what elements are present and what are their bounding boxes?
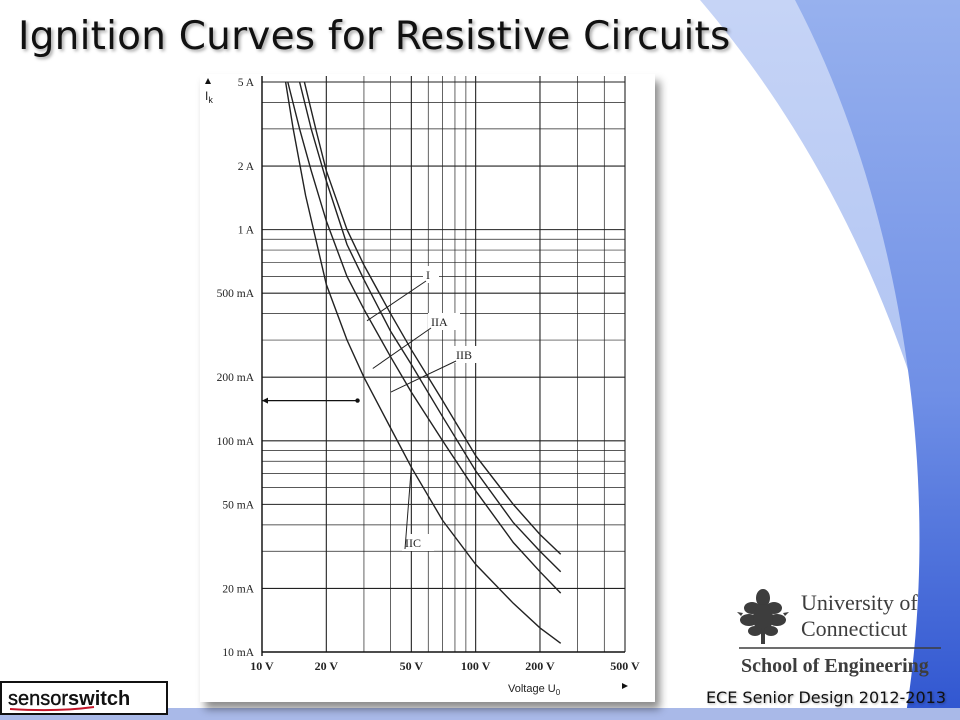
chart-grid	[205, 76, 628, 689]
reference-point	[355, 398, 360, 403]
y-tick-label: 1 A	[238, 225, 255, 237]
uconn-logo: University of Connecticut School of Engi…	[737, 589, 941, 677]
x-tick-label: 500 V	[610, 659, 640, 673]
curve-label-iib: IIB	[456, 348, 472, 362]
y-tick-label: 50 mA	[222, 499, 254, 511]
sensorswitch-logo: sensorswitch	[0, 681, 168, 715]
uconn-line1: University of	[801, 590, 918, 615]
chart-curves	[284, 81, 562, 644]
curve-label-iia: IIA	[431, 315, 448, 329]
y-tick-label: 5 A	[238, 77, 255, 89]
curve-iia	[298, 81, 562, 573]
x-tick-label: 20 V	[315, 659, 339, 673]
y-tick-label: 100 mA	[217, 436, 255, 448]
chart-annotations: I IIA IIB IIC	[262, 266, 485, 551]
curve-leader-line	[366, 280, 427, 322]
ignition-curve-chart: 10 mA 20 mA 50 mA 100 mA 200 mA 500 mA 1 A 2 A 5…	[200, 74, 655, 702]
x-tick-label: 100 V	[461, 659, 491, 673]
sensorswitch-logo-text: sensorswitch	[8, 688, 130, 710]
reference-arrow	[262, 397, 268, 404]
curve-label-bg	[428, 313, 460, 330]
footer-band	[0, 708, 960, 720]
y-tick-label: 10 mA	[222, 647, 254, 659]
curve-label-bg	[453, 346, 485, 363]
y-tick-label: 200 mA	[217, 372, 255, 384]
curve-label-iic: IIC	[405, 536, 421, 550]
chart-axis-labels: Ik Voltage U0	[205, 89, 561, 697]
y-tick-label: 20 mA	[222, 583, 254, 595]
x-tick-label: 10 V	[250, 659, 274, 673]
uconn-line3: School of Engineering	[741, 655, 929, 677]
curve-i	[303, 81, 562, 555]
y-tick-label: 2 A	[238, 161, 255, 173]
oak-leaf-icon	[737, 589, 789, 644]
slide-title: Ignition Curves for Resistive Circuits	[18, 14, 731, 59]
x-axis-label: Voltage U0	[508, 683, 561, 697]
curve-label-i: I	[426, 268, 430, 282]
background-blue-swoosh	[795, 0, 960, 720]
curve-iic	[284, 81, 562, 644]
y-tick-label: 500 mA	[217, 288, 255, 300]
y-axis-label: Ik	[205, 89, 213, 105]
y-axis-arrow	[205, 78, 211, 84]
uconn-line2: Connecticut	[801, 616, 907, 641]
footer-text: ECE Senior Design 2012-2013	[705, 688, 946, 707]
sensorswitch-swoosh	[9, 706, 95, 712]
curve-leader-line	[390, 360, 457, 393]
x-tick-label: 50 V	[400, 659, 424, 673]
x-tick-label: 200 V	[525, 659, 555, 673]
curve-iib	[287, 81, 562, 594]
chart-svg: 10 mA 20 mA 50 mA 100 mA 200 mA 500 mA 1 A 2 A 5…	[205, 76, 640, 697]
x-axis-arrow	[622, 683, 628, 689]
curve-label-bg	[402, 534, 434, 551]
curve-leader-line	[404, 467, 412, 550]
chart-tick-labels: 10 mA 20 mA 50 mA 100 mA 200 mA 500 mA 1 A 2 A 5…	[217, 77, 640, 673]
curve-leader-line	[372, 327, 432, 369]
curve-label-bg	[423, 266, 439, 283]
